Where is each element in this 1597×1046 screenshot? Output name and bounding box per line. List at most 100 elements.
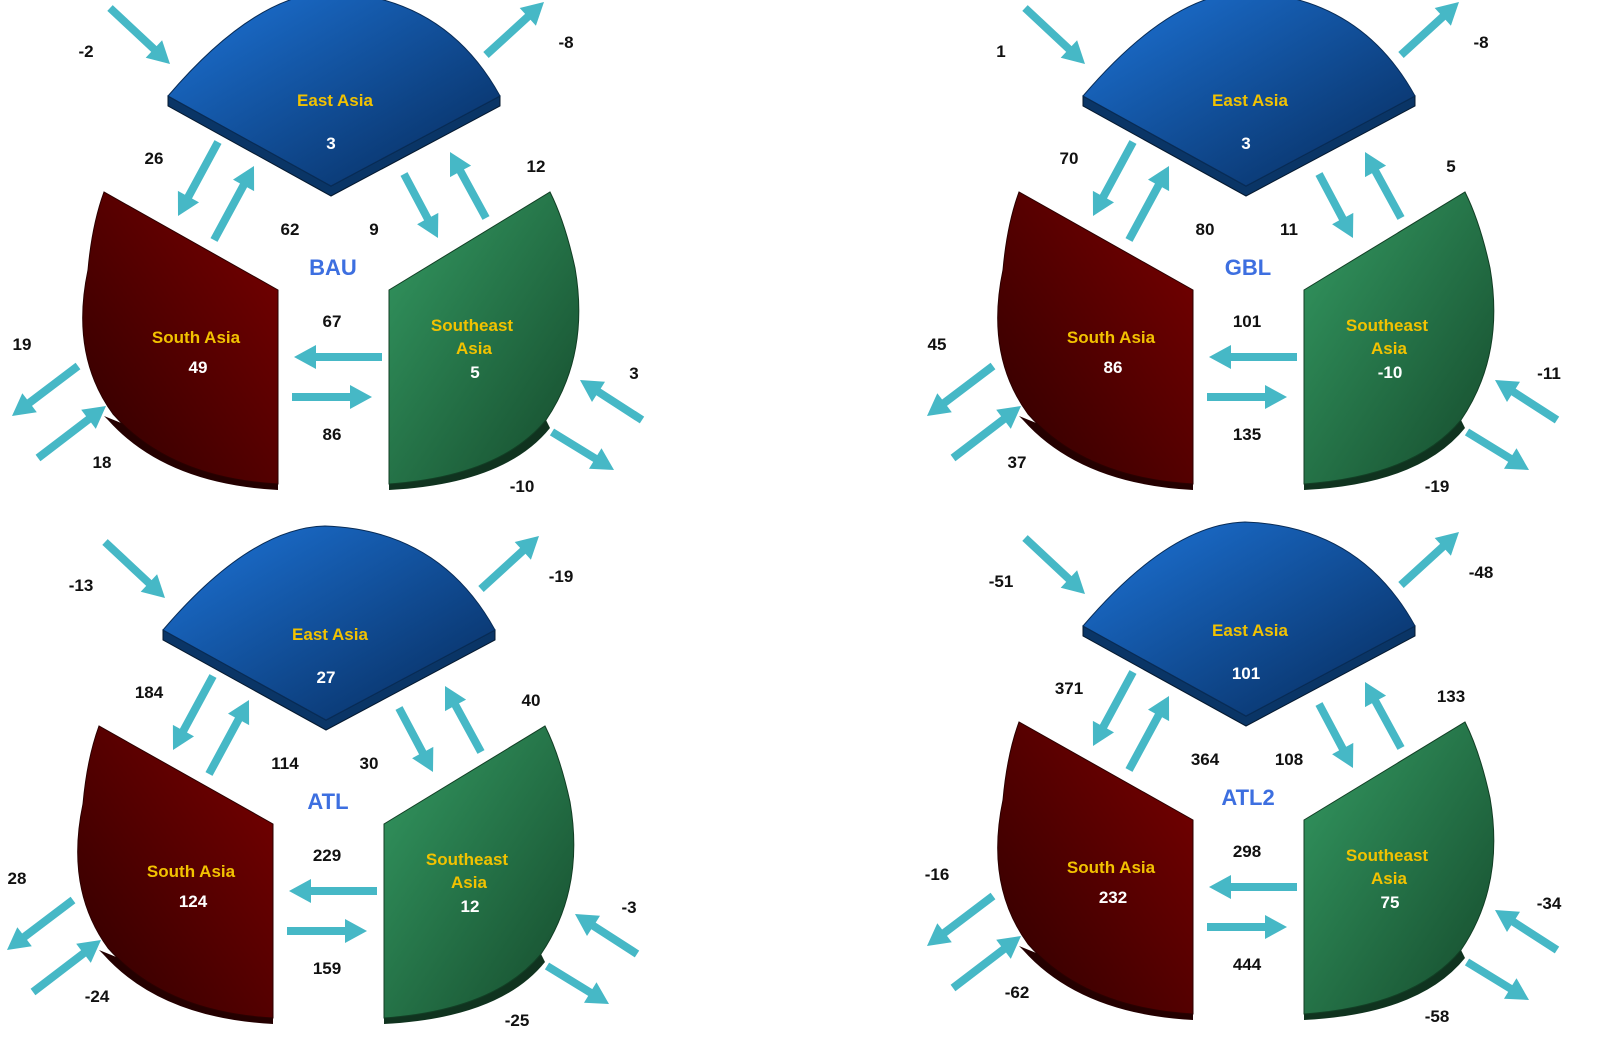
east-to-southeast-arrow — [1315, 702, 1354, 768]
panel-atl: East Asia South Asia Southeast Asia 27 124 12 A… — [7, 525, 640, 1030]
south-asia-wedge — [82, 191, 279, 485]
southeast-asia-label-line1: Southeast — [431, 316, 514, 335]
south-to-southeast-value: 135 — [1233, 425, 1261, 444]
east-asia-wedge — [1082, 521, 1416, 717]
east-asia-inflow-arrow — [1022, 535, 1085, 594]
southeast-asia-outflow-value: -10 — [510, 477, 535, 496]
south-to-east-arrow — [205, 700, 250, 776]
east-asia-outflow-value: -19 — [549, 567, 574, 586]
south-to-southeast-arrow — [1207, 915, 1287, 939]
southeast-asia-inflow-value: -11 — [1537, 364, 1561, 383]
southeast-asia-value: 5 — [470, 363, 479, 382]
south-asia-inflow-value: 37 — [1008, 453, 1027, 472]
south-asia-wedge — [77, 725, 274, 1019]
southeast-asia-inflow-value: -34 — [1537, 894, 1562, 913]
south-asia-label: South Asia — [1067, 328, 1156, 347]
east-asia-outflow-arrow — [1398, 2, 1459, 58]
south-to-east-value: 62 — [281, 220, 300, 239]
south-asia-outflow-arrow — [927, 362, 996, 416]
south-asia-outflow-arrow — [927, 892, 996, 946]
east-asia-value: 3 — [326, 134, 335, 153]
east-to-south-value: 371 — [1055, 679, 1083, 698]
east-to-south-arrow — [177, 140, 222, 216]
southeast-to-east-arrow — [445, 686, 485, 754]
scenario-label: ATL2 — [1221, 785, 1274, 810]
east-asia-outflow-arrow — [1398, 532, 1459, 588]
southeast-asia-inflow-arrow — [580, 380, 645, 424]
southeast-to-south-arrow — [289, 879, 377, 903]
south-asia-outflow-arrow — [7, 896, 76, 950]
southeast-asia-outflow-arrow — [1464, 428, 1529, 470]
southeast-asia-label-line1: Southeast — [426, 850, 509, 869]
south-asia-wedge — [997, 721, 1194, 1015]
east-to-south-value: 184 — [135, 683, 164, 702]
southeast-to-south-value: 229 — [313, 846, 341, 865]
east-asia-outflow-value: -48 — [1469, 563, 1494, 582]
south-asia-inflow-arrow — [950, 406, 1021, 462]
southeast-asia-inflow-arrow — [575, 914, 640, 958]
southeast-to-east-arrow — [450, 152, 490, 220]
east-asia-inflow-value: -13 — [69, 576, 94, 595]
south-asia-value: 86 — [1104, 358, 1123, 377]
east-to-south-value: 70 — [1060, 149, 1079, 168]
southeast-asia-value: -10 — [1378, 363, 1403, 382]
east-asia-inflow-value: 1 — [996, 42, 1005, 61]
east-to-southeast-value: 108 — [1275, 750, 1303, 769]
east-to-southeast-value: 9 — [369, 220, 378, 239]
south-asia-label: South Asia — [1067, 858, 1156, 877]
scenario-label: GBL — [1225, 255, 1271, 280]
south-asia-inflow-value: 18 — [93, 453, 112, 472]
east-to-south-arrow — [172, 674, 217, 750]
south-to-east-arrow — [210, 166, 255, 242]
south-asia-label: South Asia — [147, 862, 236, 881]
south-to-southeast-value: 444 — [1233, 955, 1262, 974]
southeast-asia-inflow-value: 3 — [629, 364, 638, 383]
south-to-southeast-value: 159 — [313, 959, 341, 978]
south-asia-inflow-arrow — [950, 936, 1021, 992]
east-asia-label: East Asia — [297, 91, 373, 110]
south-asia-inflow-arrow — [30, 940, 101, 996]
southeast-asia-inflow-value: -3 — [621, 898, 636, 917]
southeast-asia-label-line2: Asia — [451, 873, 487, 892]
east-to-southeast-arrow — [395, 706, 434, 772]
east-asia-wedge — [167, 0, 501, 187]
east-asia-wedge — [162, 525, 496, 721]
southeast-asia-label-line2: Asia — [1371, 869, 1407, 888]
south-asia-wedge — [997, 191, 1194, 485]
southeast-to-south-arrow — [1209, 875, 1297, 899]
southeast-asia-outflow-arrow — [544, 962, 609, 1004]
south-asia-outflow-arrow — [12, 362, 81, 416]
south-asia-outflow-value: 28 — [8, 869, 27, 888]
panel-gbl: East Asia South Asia Southeast Asia 3 86 -10 GB… — [927, 0, 1561, 496]
southeast-asia-outflow-value: -58 — [1425, 1007, 1450, 1026]
southeast-to-east-arrow — [1365, 152, 1405, 220]
south-asia-value: 232 — [1099, 888, 1127, 907]
southeast-to-south-value: 101 — [1233, 312, 1261, 331]
south-asia-outflow-value: 45 — [928, 335, 947, 354]
south-to-southeast-value: 86 — [323, 425, 342, 444]
south-asia-value: 49 — [189, 358, 208, 377]
south-to-east-value: 114 — [271, 754, 299, 773]
southeast-to-east-value: 133 — [1437, 687, 1465, 706]
east-asia-inflow-value: -2 — [78, 42, 93, 61]
east-asia-wedge — [1082, 0, 1416, 187]
east-asia-inflow-arrow — [107, 5, 170, 65]
south-to-east-value: 364 — [1191, 750, 1220, 769]
east-asia-outflow-value: -8 — [558, 33, 573, 52]
east-asia-value: 27 — [317, 668, 336, 687]
southeast-asia-label-line1: Southeast — [1346, 316, 1429, 335]
south-to-southeast-arrow — [1207, 385, 1287, 409]
east-to-south-value: 26 — [145, 149, 164, 168]
southeast-asia-outflow-arrow — [549, 428, 614, 470]
southeast-asia-wedge — [1303, 721, 1495, 1015]
south-asia-inflow-value: -24 — [85, 987, 110, 1006]
south-asia-value: 124 — [179, 892, 208, 911]
east-asia-value: 101 — [1232, 664, 1260, 683]
southeast-to-south-arrow — [294, 345, 382, 369]
panel-atl2: East Asia South Asia Southeast Asia 101 232 75… — [925, 521, 1562, 1026]
south-to-east-arrow — [1125, 166, 1170, 242]
scenario-label: ATL — [307, 789, 348, 814]
southeast-asia-label-line1: Southeast — [1346, 846, 1429, 865]
east-to-south-arrow — [1092, 140, 1137, 216]
